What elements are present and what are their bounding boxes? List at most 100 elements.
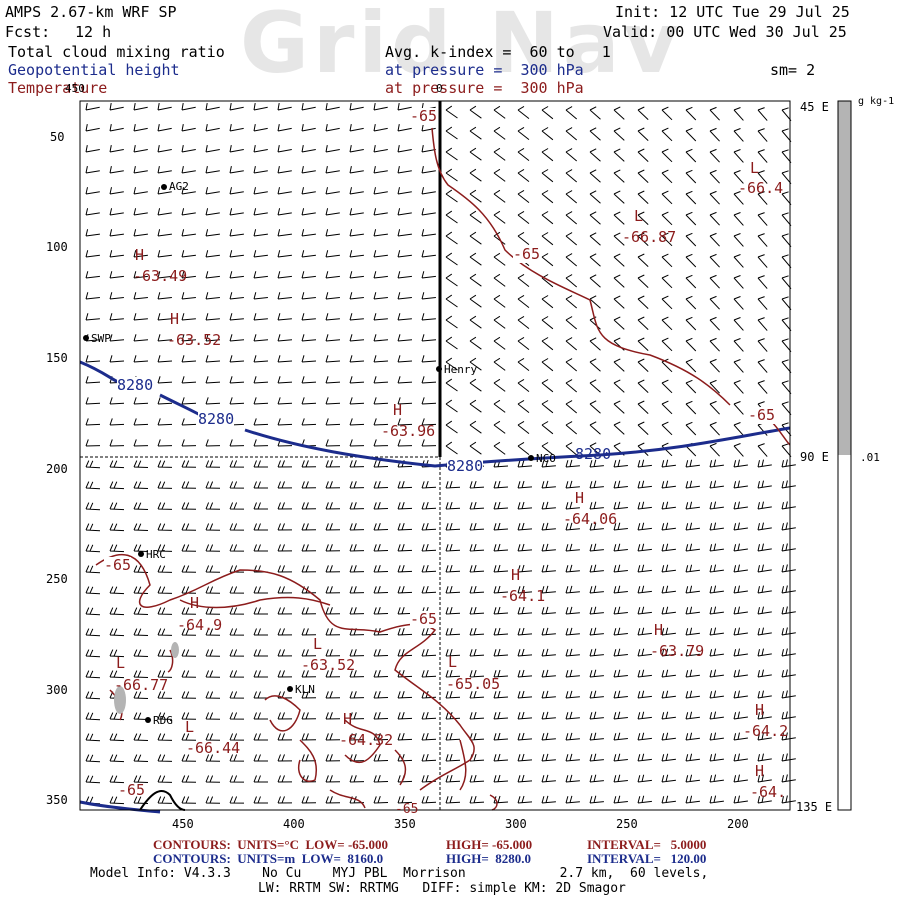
temp-extremum-letter: L xyxy=(448,653,458,671)
y-tick: 150 xyxy=(46,351,68,365)
temp-extremum-letter: H xyxy=(575,489,585,507)
station-label-kln: KLN xyxy=(295,683,315,696)
model-title: AMPS 2.67-km WRF SP xyxy=(5,3,177,21)
station-marker xyxy=(436,366,442,372)
temp-extremum-value: -64. xyxy=(750,783,787,801)
field-cloud: Total cloud mixing ratio xyxy=(8,43,225,61)
avg-k-index: Avg. k-index = 60 to 1 xyxy=(385,43,611,61)
watermark: Grid Nav xyxy=(240,0,683,92)
y-tick: 100 xyxy=(46,240,68,254)
field-height: Geopotential height xyxy=(8,61,180,79)
right-label-135e: 135 E xyxy=(796,800,833,814)
height-label: 8280 xyxy=(198,410,235,428)
right-label-45e: 45 E xyxy=(800,100,829,114)
station-label-ag2: AG2 xyxy=(169,180,189,193)
footer-model-info-2: LW: RRTM SW: RRTMG DIFF: simple KM: 2D S… xyxy=(258,881,626,896)
temp-extremum-value: -64.2 xyxy=(743,722,789,740)
height-label: 8280 xyxy=(575,445,612,463)
temp-extremum-letter: L xyxy=(313,635,323,653)
temp-extremum-letter: H xyxy=(343,710,353,728)
colorbar-cloud-fill xyxy=(838,101,851,455)
temp-extremum-value: -64.9 xyxy=(177,616,223,634)
temp-extremum-value: -64.32 xyxy=(339,731,394,749)
temp-extremum-value: -66.4 xyxy=(738,179,784,197)
temp-extremum-value: -66.87 xyxy=(622,228,677,246)
footer-temp-interval: INTERVAL= 5.0000 xyxy=(587,837,707,852)
station-label-swp: SWP xyxy=(91,332,111,345)
temp-extremum-letter: H xyxy=(755,701,765,719)
plot-frame xyxy=(79,100,791,811)
station-marker xyxy=(83,335,89,341)
temp-extremum-letter: H xyxy=(393,401,403,419)
temp-extremum-letter: L xyxy=(750,159,760,177)
temp-extremum-letter: H xyxy=(170,310,180,328)
station-label-rdg: RDG xyxy=(153,714,173,727)
temp-extremum-value: -66.77 xyxy=(114,676,169,694)
temp-extremum-value: -63.79 xyxy=(650,642,705,660)
station-label-nco: NCO xyxy=(536,452,556,465)
temp-contour-label: -65 xyxy=(748,406,776,424)
right-label-90e: 90 E xyxy=(800,450,829,464)
temp-extremum-value: -63.49 xyxy=(133,267,188,285)
wind-barb-field xyxy=(85,103,796,805)
x-tick: 400 xyxy=(283,817,305,831)
y-tick: 250 xyxy=(46,572,68,586)
station-label-henry: Henry xyxy=(444,363,478,376)
temp-contour-label: -65 xyxy=(410,107,438,125)
temp-contour-label: -65 xyxy=(395,802,419,817)
temp-extremum-letter: H xyxy=(654,621,664,639)
x-tick: 350 xyxy=(394,817,416,831)
temperature-contours xyxy=(95,127,791,811)
temp-extremum-letter: H xyxy=(190,594,200,612)
footer-model-info: Model Info: V4.3.3 No Cu MYJ PBL Morriso… xyxy=(90,866,709,881)
x-tick: 450 xyxy=(172,817,194,831)
top-tick-label-2: 0 xyxy=(436,82,443,95)
temp-extremum-value: -64.06 xyxy=(563,510,618,528)
smoothing: sm= 2 xyxy=(770,61,816,79)
x-tick: 300 xyxy=(505,817,527,831)
x-tick: 250 xyxy=(616,817,638,831)
forecast-label: Fcst: xyxy=(5,23,51,41)
colorbar-value: .01 xyxy=(860,451,880,464)
temp-contour-label: -65 xyxy=(410,610,438,628)
temp-extremum-value: -63.52 xyxy=(301,656,356,674)
footer-height-high: HIGH= 8280.0 xyxy=(446,851,532,866)
y-tick: 350 xyxy=(46,793,68,807)
forecast-value: 12 h xyxy=(75,23,112,41)
footer-height-interval: INTERVAL= 120.00 xyxy=(587,851,707,866)
colorbar-frame xyxy=(837,100,852,811)
coastline xyxy=(139,790,186,811)
station-marker xyxy=(528,455,534,461)
y-tick: 50 xyxy=(50,130,65,144)
temp-extremum-letter: L xyxy=(634,207,644,225)
top-tick-label: 450 xyxy=(65,82,85,95)
temp-extremum-letter: L xyxy=(116,654,126,672)
station-marker xyxy=(161,184,167,190)
y-tick: 200 xyxy=(46,462,68,476)
wind-barbs xyxy=(85,103,796,805)
temp-extremum-value: -63.96 xyxy=(381,422,436,440)
temp-contour-label: -65 xyxy=(104,556,132,574)
height-label: 8280 xyxy=(447,457,484,475)
temp-extremum-letter: H xyxy=(755,762,765,780)
height-contour-8280 xyxy=(79,360,791,468)
temp-extremum-letter: H xyxy=(135,246,145,264)
field-temperature: Temperature xyxy=(8,79,108,97)
temp-contour-label: -65 xyxy=(513,245,541,263)
pressure-temperature: at pressure = 300 hPa xyxy=(385,79,584,97)
height-contour-bottom xyxy=(79,800,161,814)
station-marker xyxy=(287,686,293,692)
footer-height-contours: CONTOURS: UNITS=m LOW= 8160.0 xyxy=(153,851,384,866)
valid-time: Valid: 00 UTC Wed 30 Jul 25 xyxy=(603,23,847,41)
station-label-hrc: HRC xyxy=(146,548,166,561)
station-marker xyxy=(138,551,144,557)
temp-contour-label: -65 xyxy=(118,781,146,799)
cloud-patches xyxy=(114,642,179,714)
colorbar-unit: g kg-1 xyxy=(858,96,895,107)
x-tick: 200 xyxy=(727,817,749,831)
footer-temp-high: HIGH= -65.000 xyxy=(446,837,533,852)
temp-extremum-letter: L xyxy=(185,718,195,736)
temp-extremum-value: -63.52 xyxy=(167,331,222,349)
temp-extremum-value: -65.05 xyxy=(446,675,501,693)
